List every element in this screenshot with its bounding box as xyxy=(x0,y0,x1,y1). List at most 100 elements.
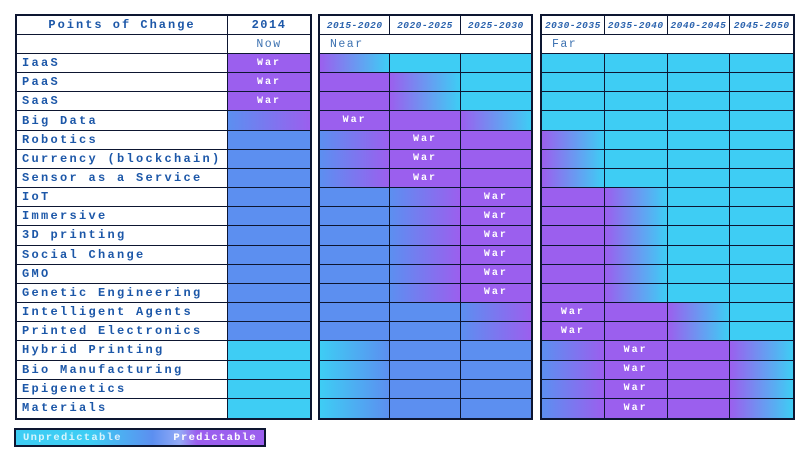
heatmap-cell xyxy=(460,379,531,399)
heatmap-cell xyxy=(542,207,605,227)
heatmap-cell xyxy=(667,341,731,361)
heatmap-cell: War xyxy=(390,168,461,189)
heatmap-cell xyxy=(667,73,731,93)
heatmap-cell: War xyxy=(390,130,461,150)
heatmap-cell: War xyxy=(460,264,531,284)
heatmap-cell xyxy=(460,360,531,380)
war-marker: War xyxy=(342,115,367,127)
heatmap-cell xyxy=(730,73,793,93)
row-label: Robotics xyxy=(17,130,228,150)
heatmap-cell xyxy=(730,245,793,265)
heatmap-cell xyxy=(320,264,391,284)
heatmap-cell xyxy=(542,226,605,246)
heatmap-cell xyxy=(730,303,793,323)
row-label: Genetic Engineering xyxy=(17,283,228,304)
war-marker: War xyxy=(623,402,648,414)
heatmap-cell xyxy=(542,188,605,208)
heatmap-cell xyxy=(228,245,310,265)
heatmap-cell xyxy=(667,130,731,150)
heatmap-cell: War xyxy=(604,360,668,380)
heatmap-cell xyxy=(542,245,605,265)
heatmap-cell xyxy=(730,264,793,284)
column-header-2030-2035: 2030-2035 xyxy=(542,16,605,35)
war-marker: War xyxy=(623,383,648,395)
row-label: Materials xyxy=(17,398,228,418)
heatmap-cell xyxy=(228,341,310,361)
heatmap-cell xyxy=(667,283,731,304)
heatmap-cell xyxy=(604,245,668,265)
column-header-2025-2030: 2025-2030 xyxy=(460,16,531,35)
heatmap-cell xyxy=(320,379,391,399)
heatmap-cell xyxy=(320,207,391,227)
empty-header-cell xyxy=(17,35,228,54)
heatmap-cell xyxy=(667,264,731,284)
heatmap-cell xyxy=(390,207,461,227)
heatmap-cell xyxy=(604,111,668,131)
heatmap-cell xyxy=(542,168,605,189)
heatmap-cell xyxy=(228,149,310,169)
row-label: Currency (blockchain) xyxy=(17,149,228,169)
heatmap-cell xyxy=(730,398,793,418)
heatmap-cell xyxy=(460,341,531,361)
heatmap-cell: War xyxy=(460,226,531,246)
heatmap-cell xyxy=(730,168,793,189)
heatmap-cell xyxy=(320,168,391,189)
heatmap-cell xyxy=(320,130,391,150)
heatmap-cell xyxy=(320,303,391,323)
war-marker: War xyxy=(483,268,508,280)
heatmap-cell xyxy=(730,322,793,342)
heatmap-cell: War xyxy=(228,54,310,74)
heatmap-cell xyxy=(667,149,731,169)
heatmap-cell xyxy=(604,168,668,189)
heatmap-cell xyxy=(542,149,605,169)
row-label: Intelligent Agents xyxy=(17,303,228,323)
row-label: Bio Manufacturing xyxy=(17,360,228,380)
heatmap-cell xyxy=(730,226,793,246)
heatmap-cell xyxy=(390,54,461,74)
heatmap-cell xyxy=(460,111,531,131)
row-label: SaaS xyxy=(17,92,228,112)
heatmap-cell: War xyxy=(460,188,531,208)
heatmap-cell xyxy=(228,264,310,284)
heatmap-cell xyxy=(667,54,731,74)
heatmap-cell xyxy=(460,168,531,189)
heatmap-cell xyxy=(390,226,461,246)
heatmap-cell xyxy=(542,73,605,93)
heatmap-cell: War xyxy=(604,379,668,399)
heatmap-cell xyxy=(320,54,391,74)
heatmap-cell: War xyxy=(228,73,310,93)
war-marker: War xyxy=(412,172,437,184)
war-marker: War xyxy=(483,210,508,222)
heatmap-cell xyxy=(320,341,391,361)
heatmap-cell xyxy=(228,130,310,150)
column-header-2040-2045: 2040-2045 xyxy=(667,16,731,35)
heatmap-cell xyxy=(730,149,793,169)
heatmap-cell xyxy=(390,341,461,361)
row-label: IaaS xyxy=(17,54,228,74)
heatmap-cell xyxy=(542,54,605,74)
heatmap-cell xyxy=(390,379,461,399)
heatmap-cell: War xyxy=(390,149,461,169)
table-far-term: 2030-2035 2035-2040 2040-2045 2045-2050 … xyxy=(540,14,795,420)
heatmap-cell xyxy=(667,360,731,380)
table-title: Points of Change xyxy=(17,16,228,35)
heatmap-cell xyxy=(730,207,793,227)
heatmap-cell xyxy=(320,398,391,418)
heatmap-cell xyxy=(390,360,461,380)
legend-unpredictable-label: Unpredictable xyxy=(23,431,122,444)
column-header-2015-2020: 2015-2020 xyxy=(320,16,391,35)
heatmap-cell xyxy=(667,398,731,418)
heatmap-cell xyxy=(730,111,793,131)
heatmap-cell xyxy=(730,360,793,380)
heatmap-cell xyxy=(667,245,731,265)
heatmap-cell xyxy=(667,303,731,323)
heatmap-cell xyxy=(320,322,391,342)
heatmap-cell xyxy=(542,398,605,418)
war-marker: War xyxy=(483,287,508,299)
column-header-2020-2025: 2020-2025 xyxy=(390,16,461,35)
heatmap-cell xyxy=(460,54,531,74)
war-marker: War xyxy=(256,57,281,69)
war-marker: War xyxy=(412,134,437,146)
row-label: Epigenetics xyxy=(17,379,228,399)
heatmap-cell xyxy=(667,188,731,208)
